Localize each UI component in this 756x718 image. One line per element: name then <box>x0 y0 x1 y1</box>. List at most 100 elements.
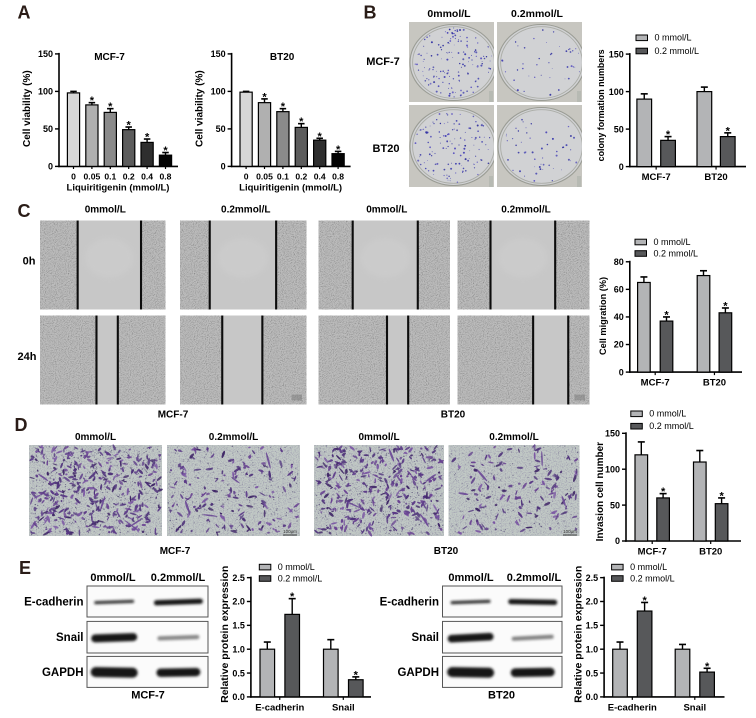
svg-text:*: * <box>666 129 671 141</box>
svg-text:0: 0 <box>244 172 249 182</box>
svg-text:E-cadherin: E-cadherin <box>380 597 439 609</box>
svg-text:*: * <box>281 101 286 113</box>
svg-text:100μm: 100μm <box>283 529 297 534</box>
svg-text:*: * <box>719 490 724 502</box>
svg-text:0mmol/L: 0mmol/L <box>448 572 494 584</box>
svg-text:E: E <box>19 558 31 578</box>
svg-text:0.0: 0.0 <box>586 692 599 702</box>
svg-text:1.0: 1.0 <box>232 644 245 654</box>
svg-text:0.2: 0.2 <box>123 172 135 182</box>
svg-text:0.2mmol/L: 0.2mmol/L <box>209 432 258 443</box>
svg-text:Cell migration (%): Cell migration (%) <box>598 277 608 355</box>
svg-text:0: 0 <box>615 536 620 546</box>
svg-text:0: 0 <box>619 162 624 172</box>
svg-text:150: 150 <box>605 429 620 439</box>
svg-text:E-cadherin: E-cadherin <box>608 703 657 714</box>
svg-text:0.5: 0.5 <box>586 668 599 678</box>
svg-text:*: * <box>318 131 323 143</box>
svg-text:1.5: 1.5 <box>232 621 245 631</box>
svg-text:D: D <box>15 415 28 435</box>
svg-text:0.1: 0.1 <box>277 172 289 182</box>
svg-text:0.5: 0.5 <box>232 668 245 678</box>
svg-text:0.2mmol/L: 0.2mmol/L <box>489 432 538 443</box>
svg-text:BT20: BT20 <box>441 410 466 421</box>
svg-text:2.0: 2.0 <box>232 597 245 607</box>
svg-text:0: 0 <box>619 367 624 377</box>
svg-text:Snail: Snail <box>56 632 83 644</box>
svg-text:*: * <box>726 125 731 137</box>
svg-text:60: 60 <box>614 285 624 295</box>
svg-text:*: * <box>642 595 647 607</box>
svg-text:*: * <box>90 95 95 107</box>
svg-text:150: 150 <box>38 49 53 59</box>
svg-text:0mmol/L: 0mmol/L <box>85 205 126 216</box>
svg-text:0: 0 <box>71 172 76 182</box>
svg-text:0.2 mmol/L: 0.2 mmol/L <box>630 573 675 583</box>
svg-text:BT20: BT20 <box>703 378 726 389</box>
svg-text:*: * <box>299 116 304 128</box>
svg-text:0.2mmol/L: 0.2mmol/L <box>221 205 270 216</box>
svg-text:0h: 0h <box>23 256 36 268</box>
svg-text:MCF-7: MCF-7 <box>160 546 191 557</box>
svg-text:MCF-7: MCF-7 <box>131 690 165 702</box>
svg-text:C: C <box>18 201 31 221</box>
svg-text:100: 100 <box>38 87 53 97</box>
svg-text:0.8: 0.8 <box>332 172 344 182</box>
svg-text:0: 0 <box>221 162 226 172</box>
svg-text:Snail: Snail <box>683 703 706 714</box>
svg-text:Relative protein expression: Relative protein expression <box>572 566 584 703</box>
svg-text:50: 50 <box>610 500 620 510</box>
svg-text:BT20: BT20 <box>434 546 459 557</box>
svg-text:0.1: 0.1 <box>104 172 116 182</box>
svg-text:40: 40 <box>614 312 624 322</box>
svg-text:Liquiritigenin (mmol/L): Liquiritigenin (mmol/L) <box>67 182 170 193</box>
svg-text:100: 100 <box>211 87 226 97</box>
svg-text:Cell viability (%): Cell viability (%) <box>22 70 33 147</box>
svg-text:MCF-7: MCF-7 <box>366 56 400 68</box>
svg-text:100μm: 100μm <box>563 529 577 534</box>
svg-text:24h: 24h <box>18 351 37 363</box>
svg-text:1.0: 1.0 <box>586 644 599 654</box>
svg-text:0.2 mmol/L: 0.2 mmol/L <box>654 248 699 258</box>
svg-text:BT20: BT20 <box>488 690 515 702</box>
svg-text:GAPDH: GAPDH <box>397 667 439 679</box>
svg-text:colony formation numbers: colony formation numbers <box>596 49 606 161</box>
svg-text:BT20: BT20 <box>373 143 400 155</box>
svg-text:0mmol/L: 0mmol/L <box>427 8 471 20</box>
svg-text:0mmol/L: 0mmol/L <box>366 205 407 216</box>
svg-text:0.2mmol/L: 0.2mmol/L <box>511 8 564 20</box>
svg-text:0.2 mmol/L: 0.2 mmol/L <box>655 46 700 56</box>
svg-text:150: 150 <box>609 49 624 59</box>
svg-text:50: 50 <box>43 124 53 134</box>
svg-text:0.2: 0.2 <box>295 172 307 182</box>
svg-text:2.5: 2.5 <box>232 573 245 583</box>
svg-text:2.5: 2.5 <box>586 573 599 583</box>
svg-text:0.2mmol/L: 0.2mmol/L <box>151 572 206 584</box>
svg-text:50: 50 <box>614 124 624 134</box>
svg-text:0.0: 0.0 <box>232 692 245 702</box>
svg-text:BT20: BT20 <box>699 547 722 558</box>
svg-text:*: * <box>336 144 341 156</box>
svg-text:0.2 mmol/L: 0.2 mmol/L <box>649 421 694 431</box>
svg-text:50: 50 <box>216 124 226 134</box>
svg-text:100: 100 <box>605 464 620 474</box>
svg-text:0.2mmol/L: 0.2mmol/L <box>507 572 562 584</box>
svg-text:0 mmol/L: 0 mmol/L <box>654 237 691 247</box>
svg-text:B: B <box>364 3 377 23</box>
svg-text:0.8: 0.8 <box>160 172 172 182</box>
svg-text:2.0: 2.0 <box>586 597 599 607</box>
svg-text:A: A <box>18 3 31 23</box>
svg-text:Snail: Snail <box>332 703 355 714</box>
svg-text:Relative protein expression: Relative protein expression <box>219 566 231 703</box>
svg-text:MCF-7: MCF-7 <box>94 52 125 63</box>
svg-text:0.2 mmol/L: 0.2 mmol/L <box>278 573 323 583</box>
svg-text:BT20: BT20 <box>270 52 295 63</box>
svg-text:*: * <box>354 669 359 681</box>
svg-text:*: * <box>661 486 666 498</box>
svg-text:0.05: 0.05 <box>256 172 273 182</box>
svg-text:Cell viability (%): Cell viability (%) <box>195 70 206 147</box>
svg-text:0.2mmol/L: 0.2mmol/L <box>501 205 550 216</box>
svg-text:E-cadherin: E-cadherin <box>255 703 304 714</box>
svg-text:Liquiritigenin (mmol/L): Liquiritigenin (mmol/L) <box>239 182 342 193</box>
svg-text:20: 20 <box>614 340 624 350</box>
